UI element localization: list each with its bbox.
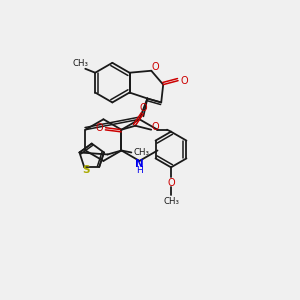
Text: N: N — [135, 159, 144, 169]
Text: CH₃: CH₃ — [72, 59, 88, 68]
Text: O: O — [151, 122, 159, 132]
Text: O: O — [152, 62, 159, 72]
Text: CH₃: CH₃ — [133, 148, 149, 157]
Text: O: O — [140, 103, 147, 113]
Text: O: O — [96, 123, 104, 133]
Text: CH₃: CH₃ — [164, 196, 180, 206]
Text: O: O — [180, 76, 188, 85]
Text: S: S — [82, 165, 90, 175]
Text: H: H — [136, 166, 143, 175]
Text: O: O — [167, 178, 175, 188]
